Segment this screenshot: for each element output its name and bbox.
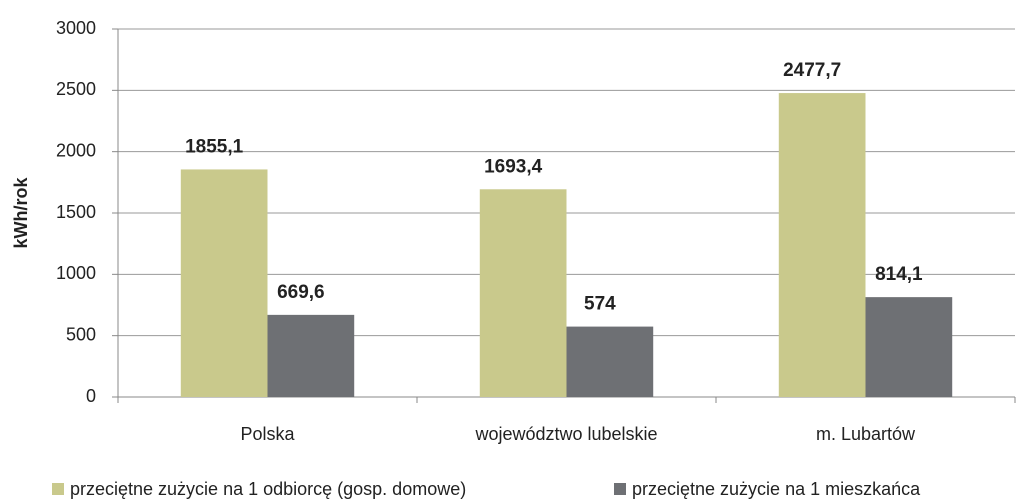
value-label: 1693,4: [484, 156, 543, 177]
x-tick-label: m. Lubartów: [816, 424, 916, 444]
y-tick-label: 3000: [56, 18, 96, 38]
y-axis-label: kWh/rok: [11, 177, 31, 249]
x-tick-label: województwo lubelskie: [474, 424, 657, 444]
y-tick-label: 0: [86, 386, 96, 406]
bar: [479, 189, 567, 397]
value-label: 814,1: [875, 264, 923, 285]
bar: [566, 326, 654, 397]
value-label: 2477,7: [783, 60, 841, 81]
bar: [267, 314, 355, 397]
bar: [778, 93, 866, 398]
bar: [865, 297, 953, 397]
legend-swatch: [614, 483, 626, 495]
value-label: 574: [584, 294, 616, 315]
y-tick-label: 1500: [56, 202, 96, 222]
x-tick-label: Polska: [240, 424, 295, 444]
legend-label: przeciętne zużycie na 1 odbiorcę (gosp. …: [70, 479, 466, 499]
legend-label: przeciętne zużycie na 1 mieszkańca: [632, 479, 921, 499]
legend-swatch: [52, 483, 64, 495]
y-tick-label: 2000: [56, 140, 96, 160]
y-tick-label: 1000: [56, 263, 96, 283]
y-tick-label: 500: [66, 324, 96, 344]
y-tick-label: 2500: [56, 79, 96, 99]
value-label: 1855,1: [185, 136, 244, 157]
bar: [180, 169, 268, 397]
value-label: 669,6: [277, 282, 325, 303]
